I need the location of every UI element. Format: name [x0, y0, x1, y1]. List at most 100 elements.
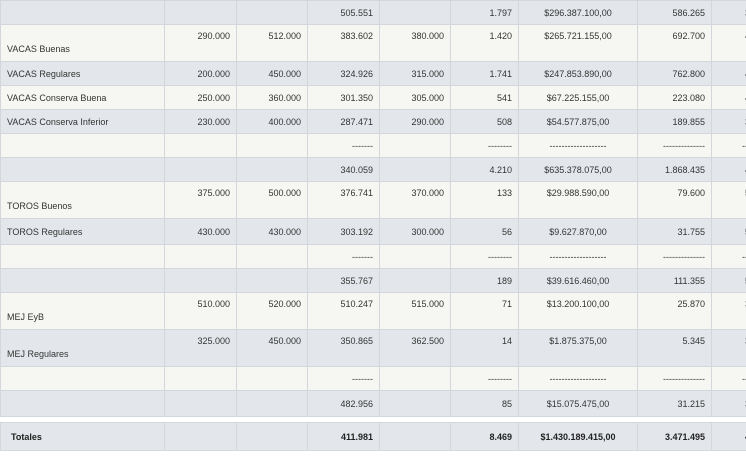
table-cell [379, 244, 451, 269]
table-cell: 325.000 [164, 329, 237, 367]
table-cell [164, 157, 237, 182]
table-cell: 438 [711, 61, 746, 86]
table-cell: 340.059 [307, 157, 380, 182]
table-cell: ------ [711, 244, 746, 269]
row-label-cell [0, 390, 165, 417]
table-row: TOROS Regulares 430.000 430.000 303.192 300.… [0, 218, 746, 245]
table-cell [164, 366, 237, 391]
table-cell: 290.000 [379, 109, 451, 134]
table-cell [236, 157, 308, 182]
table-cell: 567 [711, 218, 746, 245]
table-cell: 382 [711, 329, 746, 367]
table-cell: 355.767 [307, 268, 380, 293]
table-cell: $15.075.475,00 [518, 390, 638, 417]
table-cell: $9.627.870,00 [518, 218, 638, 245]
table-cell: 364 [711, 292, 746, 330]
table-cell: $67.225.155,00 [518, 85, 638, 110]
table-cell: $635.378.075,00 [518, 157, 638, 182]
table-cell: $29.988.590,00 [518, 181, 638, 219]
totals-cell [164, 422, 237, 451]
table-cell: 510.000 [164, 292, 237, 330]
table-cell [236, 268, 308, 293]
table-cell: 290.000 [164, 24, 237, 62]
table-cell: 31.755 [637, 218, 712, 245]
table-cell: 589 [711, 268, 746, 293]
table-cell: $265.721.155,00 [518, 24, 638, 62]
row-label-cell: TOROS Regulares [0, 218, 165, 245]
table-cell: 375.000 [164, 181, 237, 219]
table-cell: 31.215 [637, 390, 712, 417]
table-row: VACAS Regulares 200.000 450.000 324.926 315.… [0, 61, 746, 86]
table-cell [379, 268, 451, 293]
table-cell: 510.247 [307, 292, 380, 330]
table-cell: 515.000 [379, 292, 451, 330]
table-cell [379, 0, 451, 25]
table-cell: 586.265 [637, 0, 712, 25]
totals-cell: 3.471.495 [637, 422, 712, 451]
table-cell: 324.926 [307, 61, 380, 86]
table-cell: 303.192 [307, 218, 380, 245]
totals-cell [379, 422, 451, 451]
table-cell: 370.000 [379, 181, 451, 219]
table-cell: 430.000 [236, 218, 308, 245]
table-cell [236, 0, 308, 25]
table-cell: 1.797 [450, 0, 519, 25]
totals-cell: 8.469 [450, 422, 519, 451]
table-cell: ------- [307, 366, 380, 391]
table-cell: 133 [450, 181, 519, 219]
table-cell: 360.000 [236, 85, 308, 110]
table-cell: 223.080 [637, 85, 712, 110]
table-cell: 376.741 [307, 181, 380, 219]
table-cell: 482.956 [307, 390, 380, 417]
table-cell: 450.000 [236, 61, 308, 86]
table-cell: 367 [711, 390, 746, 417]
table-cell [236, 390, 308, 417]
table-cell: ------------------- [518, 244, 638, 269]
table-cell: 315.000 [379, 61, 451, 86]
row-label-cell: TOROS Buenos [0, 181, 165, 219]
table-cell: 1.420 [450, 24, 519, 62]
row-label-cell: VACAS Conserva Inferior [0, 109, 165, 134]
table-row: MEJ EyB 510.000 520.000 510.247 515.000 71 $13… [0, 292, 746, 330]
table-cell: 598 [711, 181, 746, 219]
table-cell: 488 [711, 24, 746, 62]
table-cell [164, 244, 237, 269]
table-cell [379, 133, 451, 158]
table-cell: ------------------- [518, 366, 638, 391]
table-cell: 79.600 [637, 181, 712, 219]
table-cell: ------ [711, 133, 746, 158]
row-label-cell [0, 268, 165, 293]
table-cell: ------ [711, 366, 746, 391]
table-cell: 1.741 [450, 61, 519, 86]
table-cell [164, 0, 237, 25]
table-cell [164, 133, 237, 158]
table-cell: -------- [450, 244, 519, 269]
table-cell: 374 [711, 109, 746, 134]
table-cell: 505.551 [307, 0, 380, 25]
table-cell: 305.000 [379, 85, 451, 110]
table-cell: -------------- [637, 133, 712, 158]
table-cell: 520.000 [236, 292, 308, 330]
row-label-cell [0, 157, 165, 182]
table-cell: $54.577.875,00 [518, 109, 638, 134]
table-cell: ------- [307, 244, 380, 269]
table-cell: 444 [711, 157, 746, 182]
separator-row: ------- -------- ------------------- ------… [0, 366, 746, 391]
table-cell: 692.700 [637, 24, 712, 62]
table-row: VACAS Conserva Inferior 230.000 400.000 287… [0, 109, 746, 134]
table-cell: 230.000 [164, 109, 237, 134]
table-cell: 301.350 [307, 85, 380, 110]
table-cell: 512.000 [236, 24, 308, 62]
row-label-cell: VACAS Conserva Buena [0, 85, 165, 110]
table-cell: 412 [711, 85, 746, 110]
table-cell: 326 [711, 0, 746, 25]
table-cell [379, 366, 451, 391]
table-cell [236, 366, 308, 391]
table-cell: 541 [450, 85, 519, 110]
table-cell: 350.865 [307, 329, 380, 367]
table-cell: 5.345 [637, 329, 712, 367]
